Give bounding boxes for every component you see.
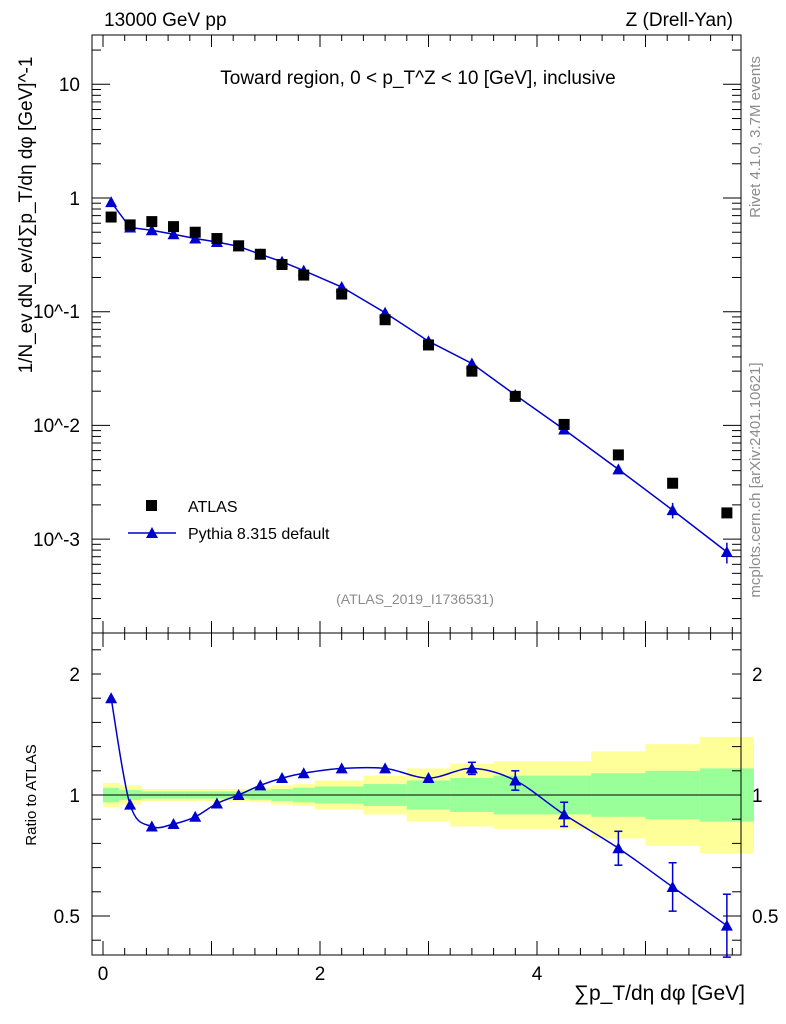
atlas-point xyxy=(721,507,733,519)
header-left-label: 13000 GeV pp xyxy=(104,10,227,31)
pythia-point xyxy=(167,228,180,240)
atlas-point xyxy=(233,240,245,252)
atlas-point xyxy=(466,365,478,377)
pythia-point xyxy=(189,232,202,244)
atlas-point xyxy=(168,221,180,233)
x-tick-label: 0 xyxy=(98,964,109,985)
pythia-point xyxy=(145,224,158,236)
atlas-point xyxy=(211,233,223,245)
y-tick-label: 10^-2 xyxy=(33,416,80,437)
pythia-point xyxy=(720,546,733,558)
pythia-point xyxy=(105,196,118,208)
atlas-point xyxy=(276,259,288,271)
pythia-point xyxy=(666,504,679,516)
ratio-panel: Ratio to ATLAS 0.5 1 2 0.5 1 2 0 2 4 ∑p_… xyxy=(23,632,778,1005)
ratio-point xyxy=(276,772,289,784)
ratio-point xyxy=(210,797,223,809)
ratio-point xyxy=(297,767,310,779)
ratio-point xyxy=(105,692,118,704)
legend-label-atlas: ATLAS xyxy=(188,499,238,516)
atlas-point xyxy=(146,216,158,228)
header-right-label: Z (Drell-Yan) xyxy=(626,10,733,31)
ratio-y-tick-label-left: 1 xyxy=(69,786,80,807)
main-panel: Toward region, 0 < p_T^Z < 10 [GeV], inc… xyxy=(16,34,742,634)
main-title: Toward region, 0 < p_T^Z < 10 [GeV], inc… xyxy=(220,68,615,89)
ratio-y-axis-label: Ratio to ATLAS xyxy=(23,744,40,845)
ratio-y-tick-label-right: 0.5 xyxy=(752,907,778,928)
x-tick-label: 4 xyxy=(532,964,543,985)
ratio-point xyxy=(612,842,625,854)
atlas-point xyxy=(105,211,117,223)
ratio-y-tick-label-right: 1 xyxy=(752,786,763,807)
ratio-point xyxy=(666,880,679,892)
atlas-point xyxy=(254,248,266,260)
ratio-point xyxy=(720,919,733,931)
ratio-frame xyxy=(91,632,742,956)
y-tick-label: 10 xyxy=(59,75,80,96)
ratio-point xyxy=(558,808,571,820)
ratio-point xyxy=(509,774,522,786)
ratio-y-tick-label-right: 2 xyxy=(752,665,763,686)
ratio-point xyxy=(167,818,180,830)
ratio-point xyxy=(124,798,137,810)
atlas-point xyxy=(336,288,348,300)
atlas-point xyxy=(124,219,136,231)
rivet-version-label: Rivet 4.1.0, 3.7M events xyxy=(747,56,764,218)
atlas-point xyxy=(423,339,434,351)
x-tick-label: 2 xyxy=(315,964,326,985)
y-tick-label: 1 xyxy=(69,189,80,210)
ratio-point xyxy=(232,789,245,800)
ratio-y-tick-label-left: 2 xyxy=(69,665,80,686)
y-tick-label: 10^-1 xyxy=(33,302,80,323)
ratio-point xyxy=(189,810,202,822)
ratio-point xyxy=(465,762,478,774)
atlas-point xyxy=(379,314,391,326)
ratio-point xyxy=(379,762,392,774)
atlas-point xyxy=(189,226,201,238)
ratio-point xyxy=(145,820,158,832)
atlas-point xyxy=(298,269,310,281)
legend-marker-pythia xyxy=(146,527,158,538)
x-axis-label: ∑p_T/dη dφ [GeV] xyxy=(574,982,745,1005)
legend-label-pythia: Pythia 8.315 default xyxy=(188,526,330,543)
atlas-point xyxy=(667,477,679,489)
ratio-point xyxy=(254,779,267,791)
pythia-point xyxy=(612,463,625,475)
atlas-point xyxy=(612,449,624,461)
atlas-point xyxy=(558,418,570,430)
ratio-y-tick-label-left: 0.5 xyxy=(54,907,80,928)
y-tick-label: 10^-3 xyxy=(33,530,80,551)
legend-marker-atlas xyxy=(146,500,157,511)
watermark-label: (ATLAS_2019_I1736531) xyxy=(336,591,494,607)
mcplots-label: mcplots.cern.ch [arXiv:2401.10621] xyxy=(747,362,764,597)
ratio-point xyxy=(422,772,435,784)
ratio-point xyxy=(335,762,348,774)
atlas-point xyxy=(509,390,521,402)
main-y-axis-label: 1/N_ev dN_ev/d∑p_T/dη dφ [GeV]^-1 xyxy=(16,57,37,374)
